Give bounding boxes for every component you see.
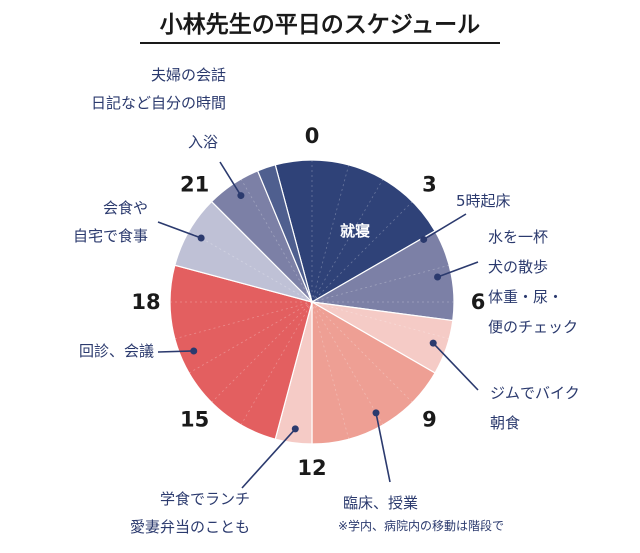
leader-dot-6 <box>197 234 205 242</box>
callout-leader-0 <box>423 213 467 241</box>
leader-line-6 <box>157 221 202 239</box>
pie-slice-1 <box>310 230 455 322</box>
hour-label-18: 18 <box>131 290 160 314</box>
hour-tick-21 <box>211 201 313 303</box>
leader-dot-3 <box>372 409 380 417</box>
segment-label-0: 就寝 <box>340 222 370 240</box>
segment-label-1-line-1: 犬の散歩 <box>488 258 548 276</box>
hour-label-0: 0 <box>305 124 320 148</box>
segment-label-8-line-1: 日記など自分の時間 <box>91 94 226 112</box>
leader-dot-7 <box>237 192 245 200</box>
segment-label-1-line-3: 便のチェック <box>488 318 578 336</box>
leader-line-3 <box>375 412 391 483</box>
hour-tick-17 <box>174 301 313 340</box>
leader-line-2 <box>432 342 479 391</box>
pie-slice-8 <box>256 164 313 303</box>
hour-tick-20 <box>188 230 313 303</box>
hour-tick-9 <box>311 301 413 403</box>
hour-tick-4 <box>311 230 436 303</box>
hour-tick-8 <box>311 301 436 374</box>
hour-tick-13 <box>274 301 313 440</box>
segment-label-7-line-0: 入浴 <box>188 133 218 151</box>
hour-tick-5 <box>311 264 450 303</box>
hour-tick-15 <box>211 301 313 403</box>
segment-label-6-line-0: 会食や <box>103 199 148 217</box>
hour-tick-19 <box>174 264 313 303</box>
hour-label-3: 3 <box>422 173 437 197</box>
segment-label-2-line-0: ジムでバイク <box>490 384 580 402</box>
chart-title: 小林先生の平日のスケジュール <box>160 11 480 38</box>
pie-slice-0 <box>274 159 436 303</box>
hour-tick-7 <box>311 301 450 340</box>
leader-dot-5 <box>190 347 198 355</box>
hour-label-6: 6 <box>471 290 486 314</box>
hour-label-12: 12 <box>297 456 326 480</box>
hour-tick-11 <box>311 301 350 440</box>
segment-label-3-line-0: 臨床、授業 <box>343 494 418 512</box>
hour-tick-22 <box>240 178 313 303</box>
hour-label-15: 15 <box>180 407 209 431</box>
leader-dot-4 <box>291 425 299 433</box>
segment-label-5-line-0: 回診、会議 <box>79 342 154 360</box>
segment-label-6-line-1: 自宅で食事 <box>73 227 148 245</box>
hour-tick-23 <box>274 164 313 303</box>
leader-line-5 <box>157 350 194 353</box>
segment-label-4-line-1: 愛妻弁当のことも <box>130 518 250 536</box>
hour-tick-16 <box>188 301 313 374</box>
leader-dot-2 <box>429 339 437 347</box>
segment-label-1-line-2: 体重・尿・ <box>488 288 563 306</box>
segment-label-8-line-0: 夫婦の会話 <box>151 66 226 84</box>
segment-label-4-line-0: 学食でランチ <box>160 490 250 508</box>
hour-label-9: 9 <box>422 407 437 431</box>
hour-tick-2 <box>311 178 384 303</box>
leader-line-7 <box>219 161 242 196</box>
hour-label-21: 21 <box>180 173 209 197</box>
leader-dot-1 <box>434 273 442 281</box>
hour-tick-10 <box>311 301 384 426</box>
leader-line-4 <box>241 428 296 489</box>
segment-label-2-line-1: 朝食 <box>490 414 520 432</box>
segment-note-3: ※学内、病院内の移動は階段で <box>338 518 504 533</box>
segment-label-1-line-0: 水を一杯 <box>488 228 548 246</box>
callout-label-0: 5時起床 <box>456 192 511 210</box>
pie-slice-5 <box>169 264 313 440</box>
leader-line-1 <box>437 261 479 278</box>
pie-slice-3 <box>311 300 436 445</box>
hour-tick-1 <box>311 164 350 303</box>
hour-tick-3 <box>311 201 413 303</box>
hour-tick-14 <box>240 301 313 426</box>
callout-dot-0 <box>420 235 428 243</box>
